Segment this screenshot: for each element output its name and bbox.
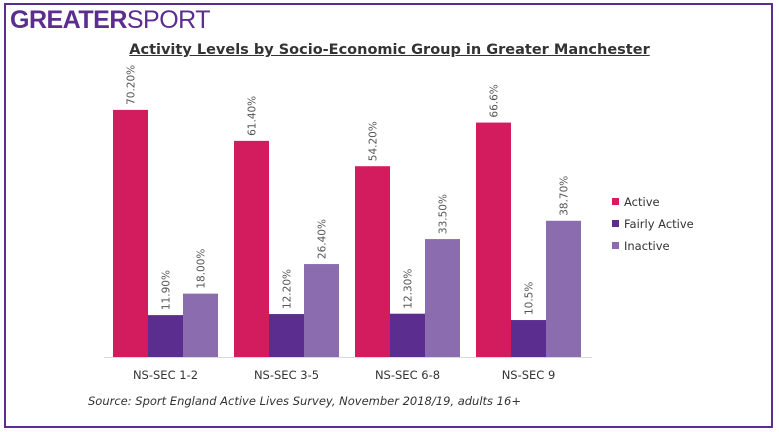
- category-label: NS-SEC 3-5: [254, 368, 319, 382]
- data-label: 54.20%: [368, 121, 380, 161]
- greatersport-logo: GREATERSPORT: [10, 6, 211, 34]
- data-label: 66.6%: [489, 84, 501, 117]
- chart-frame: [4, 3, 773, 428]
- legend-swatch: [612, 220, 619, 227]
- bar-inactive: [304, 264, 339, 357]
- category-label: NS-SEC 1-2: [133, 368, 198, 382]
- category-label: NS-SEC 6-8: [375, 368, 440, 382]
- data-label: 33.50%: [438, 194, 450, 234]
- source-note: Source: Sport England Active Lives Surve…: [88, 394, 521, 408]
- data-label: 10.5%: [524, 282, 536, 315]
- bar-active: [355, 166, 390, 357]
- bar-fairly-active: [269, 314, 304, 357]
- data-label: 18.00%: [196, 249, 208, 289]
- data-label: 12.20%: [282, 269, 294, 309]
- bar-fairly-active: [390, 313, 425, 357]
- legend-label: Active: [624, 195, 660, 209]
- bar-inactive: [183, 293, 218, 357]
- category-label: NS-SEC 9: [502, 368, 556, 382]
- data-label: 61.40%: [247, 96, 259, 136]
- data-label: 12.30%: [403, 269, 415, 309]
- legend-label: Inactive: [624, 239, 670, 253]
- bar-active: [476, 122, 511, 358]
- data-label: 38.70%: [559, 176, 571, 216]
- bar-active: [113, 109, 148, 357]
- legend-label: Fairly Active: [624, 217, 694, 231]
- chart-title: Activity Levels by Socio-Economic Group …: [129, 42, 650, 58]
- bar-inactive: [546, 220, 581, 357]
- data-label: 26.40%: [317, 219, 329, 259]
- legend-swatch: [612, 198, 619, 205]
- data-label: 11.90%: [161, 270, 173, 310]
- bar-fairly-active: [511, 320, 546, 357]
- bar-fairly-active: [148, 315, 183, 357]
- legend-swatch: [612, 242, 619, 249]
- data-label: 70.20%: [125, 65, 137, 105]
- bar-active: [234, 140, 269, 357]
- bar-inactive: [425, 239, 460, 357]
